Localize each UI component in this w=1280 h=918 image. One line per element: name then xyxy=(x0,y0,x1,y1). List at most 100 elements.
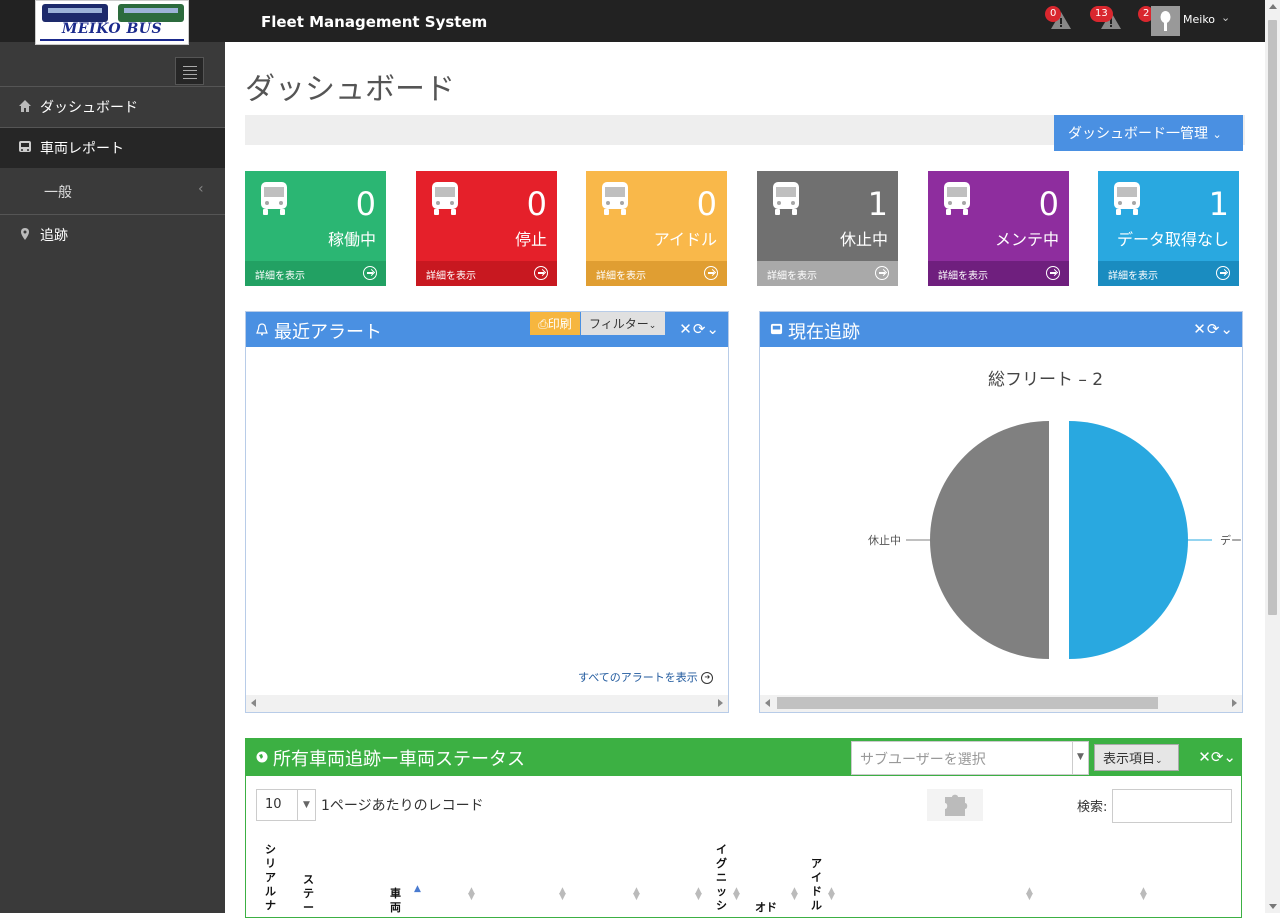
print-button[interactable]: ⎙印刷 xyxy=(530,312,580,335)
sort-icon[interactable]: ▲ ▼ xyxy=(559,886,566,902)
sort-icon[interactable]: ▲ ▼ xyxy=(1140,886,1147,902)
tile-count: 1 xyxy=(867,185,888,223)
sidebar-item-dashboard[interactable]: ダッシュボード xyxy=(0,86,225,127)
column-header[interactable]: 車両 xyxy=(390,887,401,914)
sort-icon[interactable]: ▲ ▼ xyxy=(468,886,475,902)
page-title: ダッシュボード xyxy=(245,72,455,107)
sort-icon[interactable]: ▲ ▼ xyxy=(1026,886,1033,902)
close-icon[interactable]: ✕ xyxy=(679,320,693,338)
chart-title: 総フリート – 2 xyxy=(988,370,1104,390)
dashboard-manage-button[interactable]: ダッシュボード一管理 ⌄ xyxy=(1054,115,1243,151)
printer-icon: ⎙ xyxy=(538,317,548,331)
column-header[interactable]: イグニッシ xyxy=(716,843,727,912)
chevron-down-icon: ⌄ xyxy=(648,321,657,331)
chevron-down-icon[interactable]: ⌄ xyxy=(706,320,720,338)
company-logo[interactable]: MEIKO BUS xyxy=(35,0,189,45)
subuser-select[interactable]: サブユーザーを選択 ▼ xyxy=(851,741,1089,775)
sort-icon[interactable]: ▲ ▼ xyxy=(633,886,640,902)
notification-badge-holder[interactable]: 2 xyxy=(1138,6,1155,32)
panel-title: 最近アラート xyxy=(274,322,382,343)
tile-details-link[interactable]: 詳細を表示 xyxy=(586,261,727,286)
search-input[interactable] xyxy=(1112,789,1232,823)
search-label: 検索: xyxy=(1077,800,1108,815)
refresh-icon[interactable]: ⟳ xyxy=(692,320,707,338)
username[interactable]: Meiko xyxy=(1183,13,1216,26)
sidebar-item-vehicle-report[interactable]: 車両レポート xyxy=(0,127,225,168)
alert-warning-icon[interactable]: 0 xyxy=(1045,6,1072,32)
column-header[interactable]: シリアルナ xyxy=(265,843,276,912)
close-icon[interactable]: ✕ xyxy=(1198,748,1211,766)
panel-tools: ✕⟳⌄ xyxy=(1198,748,1236,766)
logo-text: MEIKO BUS xyxy=(61,21,163,37)
horizontal-scrollbar[interactable] xyxy=(760,695,1242,712)
per-page-label: 1ページあたりのレコード xyxy=(321,798,484,814)
horizontal-scrollbar[interactable] xyxy=(246,695,728,712)
status-tile[interactable]: 0 アイドル 詳細を表示 xyxy=(586,171,727,286)
tile-label: 停止 xyxy=(514,230,547,249)
arrow-circle-right-icon xyxy=(1216,266,1230,280)
chevron-left-icon: ‹ xyxy=(198,181,204,197)
tile-details-link[interactable]: 詳細を表示 xyxy=(1098,261,1239,286)
bus-icon xyxy=(430,181,460,221)
page-scrollbar[interactable] xyxy=(1265,0,1280,913)
page-size-select[interactable]: 10 ▼ xyxy=(256,789,316,821)
column-header[interactable]: ステー xyxy=(303,873,314,914)
bus-icon xyxy=(19,141,31,152)
column-header[interactable]: アイドル xyxy=(811,857,822,912)
puzzle-icon[interactable] xyxy=(927,789,983,821)
tile-details-link[interactable]: 詳細を表示 xyxy=(928,261,1069,286)
user-avatar[interactable] xyxy=(1151,6,1180,36)
chevron-down-icon[interactable]: ⌄ xyxy=(1221,11,1231,24)
sidebar-item-label: 一般 xyxy=(44,185,72,201)
sidebar-subitem-general[interactable]: 一般 ‹ xyxy=(0,168,225,214)
view-all-alerts-link[interactable]: すべてのアラートを表示 ➜ xyxy=(578,669,714,685)
map-pin-icon xyxy=(21,228,29,240)
app-title: Fleet Management System xyxy=(261,13,488,31)
status-tile[interactable]: 0 稼働中 詳細を表示 xyxy=(245,171,386,286)
tile-label: 休止中 xyxy=(839,230,888,249)
sort-icon[interactable]: ▲ ▼ xyxy=(733,886,740,902)
chevron-down-icon[interactable]: ⌄ xyxy=(1220,320,1234,338)
dropdown-arrow-icon: ▼ xyxy=(297,790,315,820)
bell-icon xyxy=(256,323,268,336)
home-icon xyxy=(19,100,31,112)
chevron-down-icon: ⌄ xyxy=(1155,756,1163,766)
tile-details-link[interactable]: 詳細を表示 xyxy=(245,261,386,286)
tile-count: 1 xyxy=(1208,185,1229,223)
tile-count: 0 xyxy=(696,185,717,223)
filter-dropdown[interactable]: フィルター⌄ xyxy=(581,312,665,335)
status-tile[interactable]: 0 メンテ中 詳細を表示 xyxy=(928,171,1069,286)
fleet-pie-chart: データ 休止中 xyxy=(868,421,1242,659)
panel-header: 現在追跡 ✕⟳⌄ xyxy=(760,312,1242,347)
column-header[interactable]: オド xyxy=(755,901,777,914)
current-tracking-panel: 現在追跡 ✕⟳⌄ 総フリート – 2 データ 休止中 xyxy=(759,311,1243,713)
refresh-icon[interactable]: ⟳ xyxy=(1210,748,1224,766)
menu-toggle-button[interactable] xyxy=(175,57,204,85)
status-tile[interactable]: 1 休止中詳細を表示 xyxy=(757,171,898,286)
panel-title: 所有車両追跡ー車両ステータス xyxy=(273,749,525,770)
panel-header: 最近アラート ⎙印刷 フィルター⌄ ✕⟳⌄ xyxy=(246,312,728,347)
tile-details-link[interactable]: 詳細を表示 xyxy=(757,261,898,286)
pie-label: 休止中 xyxy=(868,534,901,547)
panel-tools: ✕⟳⌄ xyxy=(679,320,720,338)
column-visibility-button[interactable]: 表示項目⌄ xyxy=(1094,744,1179,771)
sort-icon[interactable]: ▲ ▼ xyxy=(791,886,798,902)
pie-slice[interactable] xyxy=(930,421,1049,659)
tile-label: 稼働中 xyxy=(327,230,376,249)
close-icon[interactable]: ✕ xyxy=(1193,320,1207,338)
bus-icon xyxy=(600,181,630,221)
refresh-icon[interactable]: ⟳ xyxy=(1206,320,1221,338)
sidebar: ダッシュボード 車両レポート 一般 ‹ 追跡 xyxy=(0,42,225,913)
tile-details-link[interactable]: 詳細を表示 xyxy=(416,261,557,286)
tile-count: 0 xyxy=(526,185,547,223)
sort-icon[interactable]: ▲ ▼ xyxy=(828,886,835,902)
chevron-down-icon[interactable]: ⌄ xyxy=(1223,748,1236,766)
arrow-circle-right-icon xyxy=(875,266,889,280)
pie-slice[interactable] xyxy=(1069,421,1188,659)
sort-icon[interactable]: ▲ ▼ xyxy=(695,886,702,902)
alert-warning-icon[interactable]: 13 xyxy=(1090,6,1122,32)
sort-asc-icon[interactable]: ▲ xyxy=(414,884,421,894)
status-tile[interactable]: 1 データ取得なし 詳細を表示 xyxy=(1098,171,1239,286)
status-tile[interactable]: 0 停止詳細を表示 xyxy=(416,171,557,286)
sidebar-item-tracking[interactable]: 追跡 xyxy=(0,214,225,255)
